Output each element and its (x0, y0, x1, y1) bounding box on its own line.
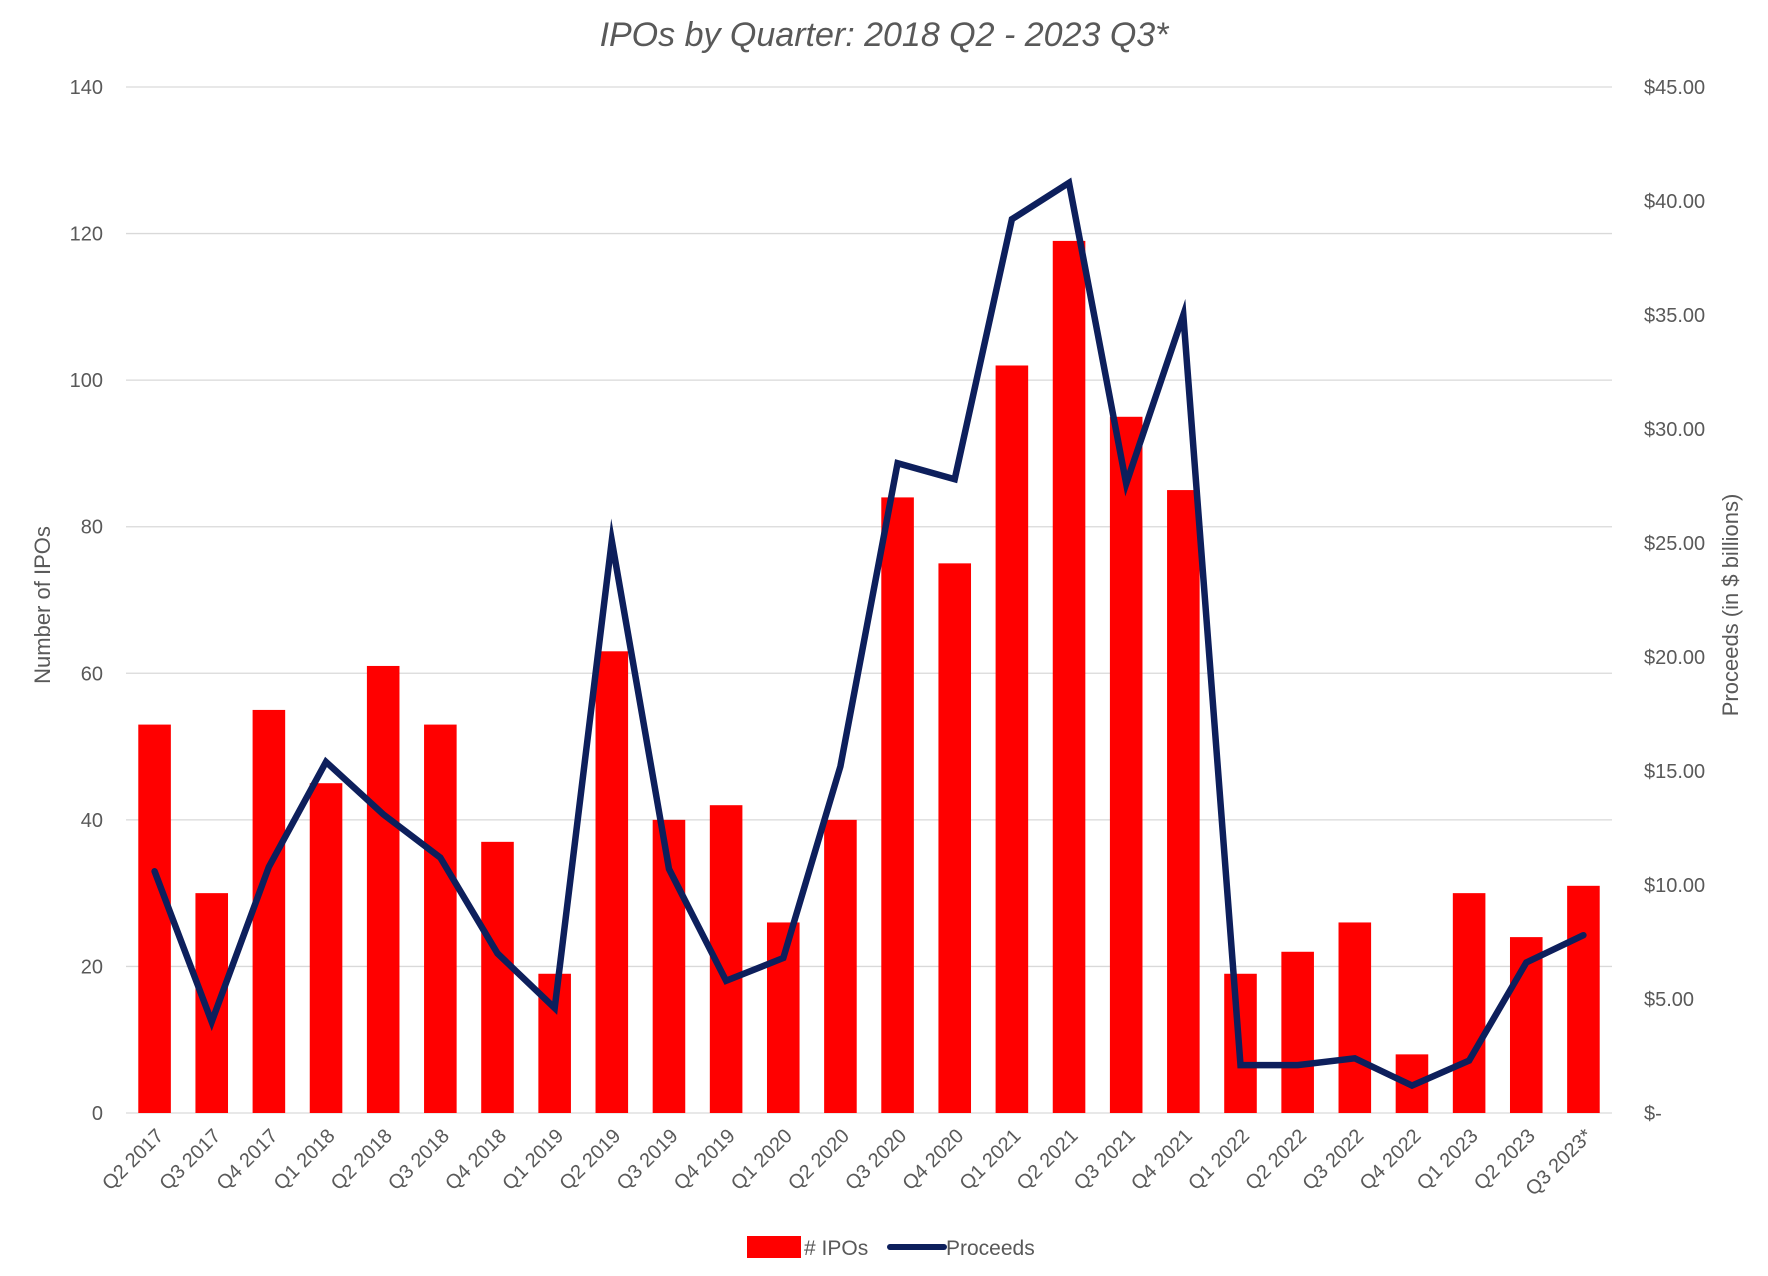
bar (1167, 490, 1200, 1114)
x-tick-label: Q3 2020 (841, 1125, 911, 1195)
right-tick-label: $20.00 (1644, 647, 1705, 669)
bar (595, 651, 629, 1113)
x-tick-label: Q1 2022 (1184, 1125, 1254, 1195)
x-tick-label: Q2 2018 (327, 1125, 397, 1195)
x-tick-label: Q2 2021 (1013, 1125, 1083, 1195)
bar (195, 893, 229, 1113)
bar (1567, 885, 1600, 1113)
left-tick-label: 120 (70, 224, 103, 246)
right-tick-label: $30.00 (1644, 419, 1705, 441)
x-tick-label: Q4 2020 (898, 1125, 968, 1195)
x-tick-label: Q1 2021 (956, 1125, 1026, 1195)
x-tick-label: Q2 2017 (98, 1125, 168, 1195)
right-tick-label: $15.00 (1644, 761, 1705, 783)
x-tick-label: Q3 2017 (155, 1125, 225, 1195)
left-tick-label: 0 (92, 1103, 103, 1125)
left-tick-label: 140 (70, 77, 103, 99)
legend-swatch-ipos (747, 1236, 801, 1258)
bar (309, 783, 343, 1113)
right-tick-label: $40.00 (1644, 191, 1705, 213)
right-axis-title: Proceeds (in $ billions) (1718, 494, 1743, 717)
left-tick-label: 40 (81, 810, 103, 832)
x-tick-label: Q2 2019 (556, 1125, 626, 1195)
legend: # IPOs Proceeds (747, 1236, 1035, 1260)
bar (995, 365, 1029, 1113)
right-tick-label: $25.00 (1644, 533, 1705, 555)
bar (1052, 240, 1086, 1113)
x-tick-label: Q1 2019 (498, 1125, 568, 1195)
bar (424, 724, 457, 1113)
right-tick-label: $35.00 (1644, 305, 1705, 327)
x-tick-label: Q1 2020 (727, 1125, 797, 1195)
x-tick-label: Q2 2022 (1241, 1125, 1311, 1195)
x-tick-label: Q3 2021 (1070, 1125, 1140, 1195)
proceeds-line (151, 177, 1587, 1090)
bar (252, 709, 286, 1113)
x-tick-label: Q3 2019 (613, 1125, 683, 1195)
right-tick-label: $- (1644, 1103, 1662, 1125)
bar (824, 819, 857, 1113)
bar (881, 497, 914, 1113)
left-tick-label: 100 (70, 370, 103, 392)
bar (138, 724, 171, 1113)
x-tick-label: Q4 2018 (441, 1125, 511, 1195)
x-tick-label: Q4 2021 (1127, 1125, 1197, 1195)
bar (938, 563, 972, 1113)
left-tick-label: 80 (81, 517, 103, 539)
x-tick-label: Q3 2018 (384, 1125, 454, 1195)
x-tick-label: Q4 2019 (670, 1125, 740, 1195)
left-tick-label: 20 (81, 956, 103, 978)
legend-label-ipos: # IPOs (804, 1237, 868, 1260)
x-tick-label: Q3 2022 (1299, 1125, 1369, 1195)
right-tick-label: $10.00 (1644, 875, 1705, 897)
bar (1452, 893, 1486, 1113)
bar (366, 665, 400, 1113)
bar-series-ipos (138, 240, 1600, 1114)
right-tick-label: $45.00 (1644, 77, 1705, 99)
bar (1109, 416, 1143, 1113)
x-tick-label: Q4 2022 (1356, 1125, 1426, 1195)
bar (1281, 951, 1314, 1113)
left-axis-title: Number of IPOs (30, 526, 55, 684)
bar (481, 841, 514, 1113)
bar (1338, 922, 1372, 1113)
right-axis-ticks: $- $5.00 $10.00 $15.00 $20.00 $25.00 $30.00 $35… (1644, 77, 1705, 1125)
chart-title: IPOs by Quarter: 2018 Q2 - 2023 Q3* (600, 16, 1171, 54)
right-tick-label: $5.00 (1644, 989, 1694, 1011)
left-tick-label: 60 (81, 663, 103, 685)
x-tick-label: Q1 2018 (270, 1125, 340, 1195)
left-axis-ticks: 0 20 40 60 80 100 120 140 (70, 77, 103, 1125)
x-tick-label: Q2 2020 (784, 1125, 854, 1195)
legend-label-proceeds: Proceeds (946, 1237, 1035, 1260)
x-tick-label: Q4 2017 (213, 1125, 283, 1195)
x-tick-label: Q1 2023 (1413, 1125, 1483, 1195)
line-series-proceeds (151, 177, 1587, 1090)
